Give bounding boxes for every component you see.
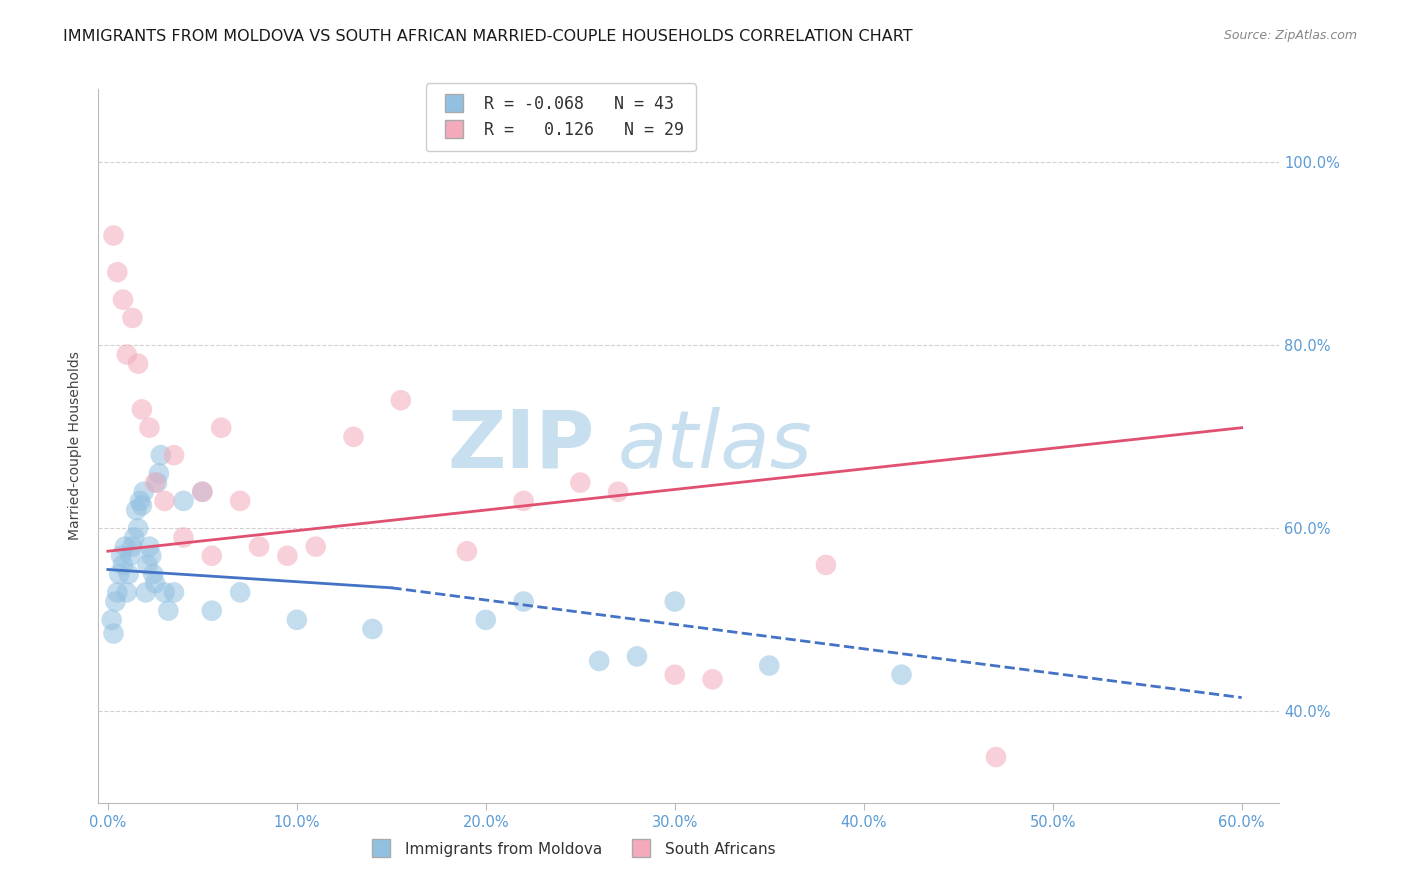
Point bbox=[172, 531, 194, 545]
Point bbox=[105, 265, 128, 279]
Point bbox=[105, 585, 128, 599]
Point bbox=[191, 484, 214, 499]
Point bbox=[984, 750, 1007, 764]
Point bbox=[104, 594, 127, 608]
Point bbox=[191, 484, 214, 499]
Point bbox=[120, 549, 142, 563]
Point bbox=[607, 484, 630, 499]
Point bbox=[131, 402, 153, 417]
Point bbox=[136, 558, 159, 572]
Text: atlas: atlas bbox=[619, 407, 813, 485]
Point bbox=[132, 484, 155, 499]
Point bbox=[138, 540, 160, 554]
Point bbox=[814, 558, 837, 572]
Point bbox=[201, 549, 224, 563]
Point bbox=[127, 357, 149, 371]
Point bbox=[111, 293, 134, 307]
Point bbox=[702, 673, 724, 687]
Point bbox=[163, 448, 186, 462]
Point bbox=[664, 667, 686, 681]
Point bbox=[229, 494, 252, 508]
Point bbox=[121, 540, 143, 554]
Point bbox=[143, 475, 166, 490]
Point bbox=[456, 544, 478, 558]
Point bbox=[389, 393, 412, 408]
Point bbox=[569, 475, 592, 490]
Point bbox=[361, 622, 384, 636]
Point bbox=[588, 654, 610, 668]
Point bbox=[157, 604, 180, 618]
Point bbox=[626, 649, 648, 664]
Point bbox=[103, 228, 125, 243]
Point bbox=[153, 494, 176, 508]
Point bbox=[758, 658, 780, 673]
Point bbox=[111, 558, 134, 572]
Point bbox=[138, 420, 160, 434]
Point bbox=[285, 613, 308, 627]
Point bbox=[108, 567, 131, 582]
Point bbox=[115, 347, 138, 361]
Point bbox=[201, 604, 224, 618]
Point bbox=[118, 567, 141, 582]
Point bbox=[664, 594, 686, 608]
Text: ZIP: ZIP bbox=[447, 407, 595, 485]
Point bbox=[121, 310, 143, 325]
Point bbox=[143, 576, 166, 591]
Point bbox=[209, 420, 232, 434]
Point bbox=[100, 613, 122, 627]
Point bbox=[103, 626, 125, 640]
Point bbox=[141, 549, 163, 563]
Point bbox=[512, 494, 534, 508]
Point bbox=[124, 531, 146, 545]
Point bbox=[890, 667, 912, 681]
Point bbox=[125, 503, 148, 517]
Point bbox=[129, 494, 152, 508]
Point bbox=[110, 549, 132, 563]
Point bbox=[163, 585, 186, 599]
Legend: Immigrants from Moldova, South Africans: Immigrants from Moldova, South Africans bbox=[360, 836, 782, 863]
Point bbox=[342, 430, 364, 444]
Point bbox=[172, 494, 194, 508]
Point bbox=[153, 585, 176, 599]
Point bbox=[127, 521, 149, 535]
Text: Source: ZipAtlas.com: Source: ZipAtlas.com bbox=[1223, 29, 1357, 43]
Point bbox=[146, 475, 169, 490]
Point bbox=[276, 549, 298, 563]
Point bbox=[247, 540, 270, 554]
Point bbox=[135, 585, 157, 599]
Point bbox=[131, 499, 153, 513]
Y-axis label: Married-couple Households: Married-couple Households bbox=[69, 351, 83, 541]
Point bbox=[475, 613, 498, 627]
Text: IMMIGRANTS FROM MOLDOVA VS SOUTH AFRICAN MARRIED-COUPLE HOUSEHOLDS CORRELATION C: IMMIGRANTS FROM MOLDOVA VS SOUTH AFRICAN… bbox=[63, 29, 912, 45]
Point bbox=[305, 540, 328, 554]
Point bbox=[148, 467, 170, 481]
Point bbox=[142, 567, 165, 582]
Point bbox=[114, 540, 136, 554]
Point bbox=[115, 585, 138, 599]
Point bbox=[149, 448, 172, 462]
Point bbox=[512, 594, 534, 608]
Point bbox=[229, 585, 252, 599]
